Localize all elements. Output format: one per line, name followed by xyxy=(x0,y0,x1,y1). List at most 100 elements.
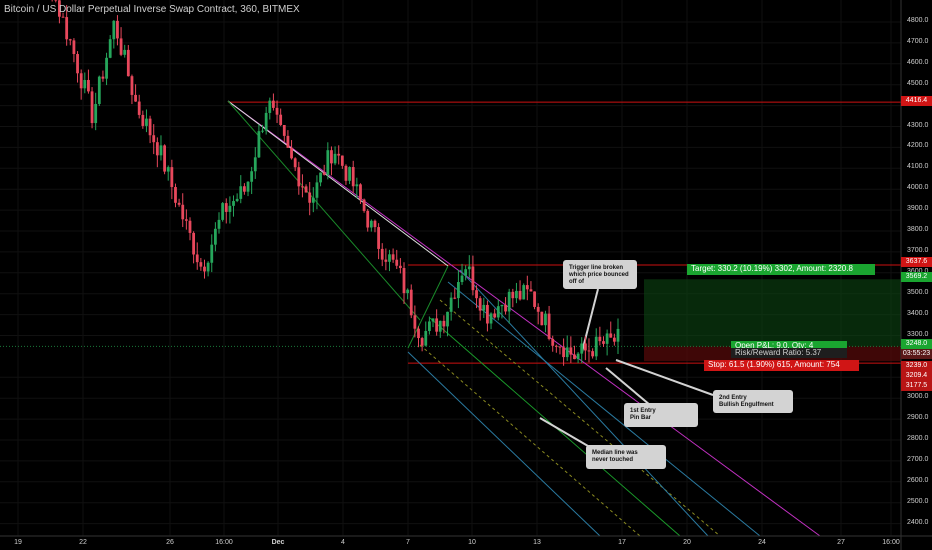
candle-body xyxy=(181,204,185,220)
price-axis-label: 3400.0 xyxy=(907,309,929,317)
candle-body xyxy=(76,54,79,74)
pitchfork-line[interactable] xyxy=(447,281,761,537)
candle-body xyxy=(297,167,301,187)
price-axis-label: 4500.0 xyxy=(907,79,929,87)
candle-body xyxy=(290,147,293,159)
candle-body xyxy=(551,338,555,346)
candle-body xyxy=(253,157,257,172)
candle-body xyxy=(380,248,384,260)
pitchfork-line[interactable] xyxy=(419,344,641,537)
trigger-line[interactable] xyxy=(227,100,449,267)
candle-body xyxy=(384,259,388,262)
candle-body xyxy=(493,313,497,318)
candle-body xyxy=(398,265,402,269)
candle-body xyxy=(232,201,235,206)
candle-body xyxy=(61,16,65,18)
price-axis-label: 3800.0 xyxy=(907,226,929,233)
candle-body xyxy=(119,38,123,55)
time-axis-label: Dec xyxy=(271,539,285,546)
candle-body xyxy=(286,135,290,148)
price-axis-label: 2700.0 xyxy=(907,455,929,463)
candle-body xyxy=(228,205,232,212)
profit-zone[interactable] xyxy=(644,279,901,347)
candle-body xyxy=(282,124,286,136)
candle-body xyxy=(203,266,206,272)
candle-body xyxy=(446,311,449,327)
stop-panel[interactable]: Stop: 61.5 (1.90%) 615, Amount: 754 xyxy=(704,360,859,371)
candle-body xyxy=(453,297,457,299)
candle-body xyxy=(496,306,500,318)
candle-body xyxy=(348,167,351,181)
candle-body xyxy=(500,304,504,307)
note-trigger-line[interactable]: Trigger line broken which price bounced … xyxy=(563,260,637,289)
candle-body xyxy=(406,289,410,294)
candle-body xyxy=(322,172,326,175)
candle-body xyxy=(217,219,221,229)
candle-body xyxy=(72,40,76,55)
candle-body xyxy=(583,343,587,351)
price-tag: 3177.5 xyxy=(901,381,932,391)
candle-body xyxy=(137,101,141,115)
candle-body xyxy=(507,291,511,312)
candle-body xyxy=(87,79,90,92)
price-tag: 3209.4 xyxy=(901,371,932,381)
candle-body xyxy=(435,318,439,332)
candle-body xyxy=(576,353,580,360)
candle-body xyxy=(518,290,522,300)
candle-body xyxy=(388,254,391,262)
candle-body xyxy=(609,333,613,338)
candle-body xyxy=(337,153,341,156)
pitchfork-line[interactable] xyxy=(439,299,721,537)
candle-body xyxy=(373,220,377,228)
candle-body xyxy=(250,171,254,182)
candle-body xyxy=(616,328,620,342)
target-panel[interactable]: Target: 330.2 (10.19%) 3302, Amount: 232… xyxy=(687,264,875,275)
price-axis-label: 4800.0 xyxy=(907,17,929,24)
candle-body xyxy=(533,291,536,307)
candle-body xyxy=(108,39,112,58)
price-axis-label: 4200.0 xyxy=(907,142,929,150)
candle-body xyxy=(522,285,526,300)
candle-body xyxy=(486,304,489,324)
candle-body xyxy=(159,145,163,156)
candle-body xyxy=(224,203,228,212)
candle-body xyxy=(101,76,105,79)
note-median-line[interactable]: Median line was never touched xyxy=(586,445,666,469)
candle-body xyxy=(293,158,297,168)
candle-body xyxy=(94,103,98,124)
risk-reward-panel[interactable]: Risk/Reward Ratio: 5.37 xyxy=(731,348,847,358)
candle-body xyxy=(475,290,478,299)
candle-body xyxy=(304,186,308,193)
candle-body xyxy=(525,285,529,290)
time-axis-label: 19 xyxy=(14,539,22,546)
note-second-entry[interactable]: 2nd Entry Bullish Engulfment xyxy=(713,390,793,413)
candle-body xyxy=(417,328,420,339)
candle-body xyxy=(326,150,330,175)
candle-body xyxy=(195,254,199,263)
pitchfork-line[interactable] xyxy=(459,269,709,537)
candle-body xyxy=(275,107,279,115)
candle-body xyxy=(315,182,319,198)
candle-body xyxy=(442,320,446,327)
candle-body xyxy=(438,320,442,332)
price-tag: 3637.6 xyxy=(901,257,932,267)
price-axis-label: 2500.0 xyxy=(907,497,929,505)
price-axis-label: 3900.0 xyxy=(907,205,929,213)
price-axis-label: 4600.0 xyxy=(907,58,929,66)
candle-body xyxy=(540,311,544,326)
candle-body xyxy=(112,20,116,40)
candle-body xyxy=(308,192,312,203)
candle-body xyxy=(460,275,464,283)
open-pl-panel[interactable]: Open P&L: 9.0, Qty: 4 xyxy=(731,341,847,352)
candle-body xyxy=(605,333,609,344)
time-axis-label: 27 xyxy=(837,539,845,546)
time-axis-label: 16:00 xyxy=(882,539,900,546)
candle-body xyxy=(413,315,417,329)
note-first-entry[interactable]: 1st Entry Pin Bar xyxy=(624,403,698,427)
pitchfork-line[interactable] xyxy=(407,351,601,537)
candle-body xyxy=(123,49,127,55)
candle-body xyxy=(272,100,275,108)
candle-body xyxy=(344,165,348,181)
candle-body xyxy=(279,114,283,125)
